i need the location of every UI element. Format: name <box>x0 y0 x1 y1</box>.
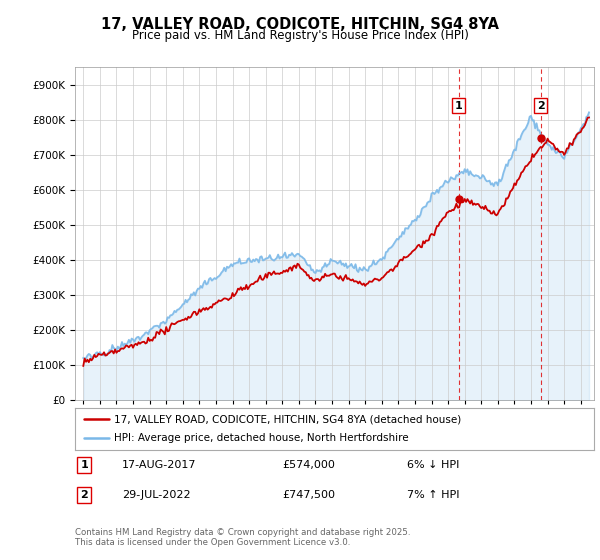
Text: 1: 1 <box>80 460 88 470</box>
Text: 17-AUG-2017: 17-AUG-2017 <box>122 460 196 470</box>
Text: 6% ↓ HPI: 6% ↓ HPI <box>407 460 460 470</box>
Text: 29-JUL-2022: 29-JUL-2022 <box>122 490 190 500</box>
Text: £574,000: £574,000 <box>283 460 335 470</box>
Text: 2: 2 <box>537 100 544 110</box>
Text: 7% ↑ HPI: 7% ↑ HPI <box>407 490 460 500</box>
Text: Price paid vs. HM Land Registry's House Price Index (HPI): Price paid vs. HM Land Registry's House … <box>131 29 469 42</box>
Text: Contains HM Land Registry data © Crown copyright and database right 2025.
This d: Contains HM Land Registry data © Crown c… <box>75 528 410 547</box>
Text: 1: 1 <box>455 100 463 110</box>
Text: 2: 2 <box>80 490 88 500</box>
Text: HPI: Average price, detached house, North Hertfordshire: HPI: Average price, detached house, Nort… <box>114 433 409 444</box>
Text: 17, VALLEY ROAD, CODICOTE, HITCHIN, SG4 8YA (detached house): 17, VALLEY ROAD, CODICOTE, HITCHIN, SG4 … <box>114 414 461 424</box>
Text: £747,500: £747,500 <box>283 490 335 500</box>
Text: 17, VALLEY ROAD, CODICOTE, HITCHIN, SG4 8YA: 17, VALLEY ROAD, CODICOTE, HITCHIN, SG4 … <box>101 17 499 32</box>
